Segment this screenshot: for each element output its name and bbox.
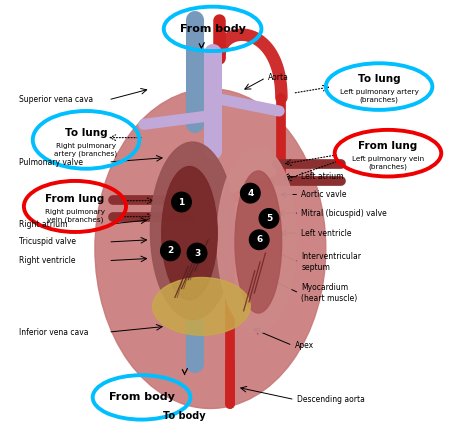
Text: Myocardium
(heart muscle): Myocardium (heart muscle) [301, 283, 357, 303]
Text: To lung: To lung [358, 75, 401, 84]
Text: Superior vena cava: Superior vena cava [19, 95, 93, 104]
Text: Descending aorta: Descending aorta [297, 395, 365, 404]
Text: From body: From body [180, 24, 246, 34]
Text: Right atrium: Right atrium [19, 220, 68, 229]
Text: Right ventricle: Right ventricle [19, 256, 76, 265]
Text: Aorta: Aorta [268, 73, 289, 82]
Text: 5: 5 [266, 214, 272, 223]
Text: Mitral (bicuspid) valve: Mitral (bicuspid) valve [301, 209, 387, 218]
Text: Aortic vavle: Aortic vavle [301, 190, 347, 199]
Text: Right pulmonary
artery (branches): Right pulmonary artery (branches) [55, 143, 118, 157]
Text: Left ventricle: Left ventricle [301, 229, 352, 238]
Circle shape [240, 183, 260, 203]
Circle shape [249, 230, 269, 250]
Text: Left atrium: Left atrium [301, 172, 344, 181]
Text: From lung: From lung [46, 194, 105, 204]
Text: Left pulmonary artery
(branches): Left pulmonary artery (branches) [340, 89, 419, 103]
Ellipse shape [162, 166, 217, 300]
Text: Right pulmonary
vein (branches): Right pulmonary vein (branches) [45, 209, 105, 223]
Text: Left pulmonary vein
(branches): Left pulmonary vein (branches) [352, 156, 424, 170]
Text: 4: 4 [247, 189, 254, 198]
Circle shape [172, 192, 191, 212]
Text: Tricuspid valve: Tricuspid valve [19, 238, 76, 246]
Text: 2: 2 [167, 246, 173, 255]
Text: To lung: To lung [65, 128, 107, 138]
Text: From lung: From lung [358, 141, 418, 151]
Text: To body: To body [164, 412, 206, 421]
Ellipse shape [217, 147, 297, 333]
Circle shape [161, 241, 180, 261]
Circle shape [259, 209, 279, 228]
Text: Interventricular
septum: Interventricular septum [301, 252, 361, 272]
Text: Pulmonary valve: Pulmonary valve [19, 158, 83, 166]
Text: Apex: Apex [295, 341, 314, 350]
Ellipse shape [150, 142, 235, 320]
Ellipse shape [235, 171, 282, 313]
Text: 3: 3 [194, 249, 200, 258]
Text: 6: 6 [256, 235, 262, 244]
Ellipse shape [153, 278, 250, 335]
Circle shape [187, 243, 207, 263]
Text: 1: 1 [178, 198, 185, 206]
Text: From body: From body [109, 392, 174, 402]
Text: Inferior vena cava: Inferior vena cava [19, 328, 89, 337]
Ellipse shape [95, 89, 326, 408]
